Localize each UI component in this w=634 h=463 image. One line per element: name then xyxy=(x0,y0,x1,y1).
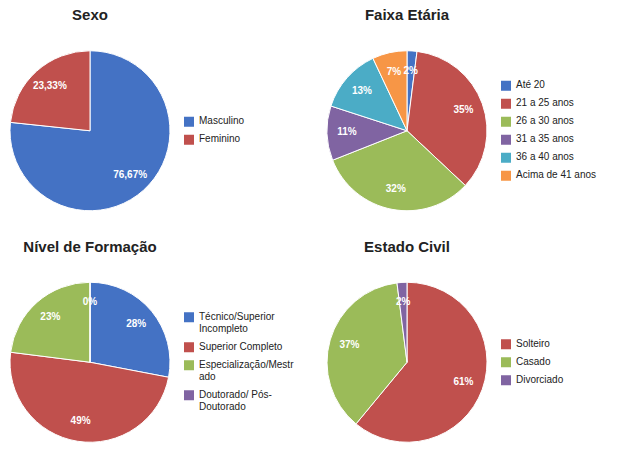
legend-swatch xyxy=(184,360,194,370)
legend-label: Feminino xyxy=(199,133,241,144)
pie-slice xyxy=(327,283,407,424)
legend-label: Até 20 xyxy=(516,79,545,90)
pie-slice xyxy=(10,51,90,131)
data-label: 2% xyxy=(404,65,419,76)
legend-swatch xyxy=(184,117,194,127)
data-label: 35% xyxy=(453,104,473,115)
data-label: 11% xyxy=(337,126,357,137)
legend-swatch xyxy=(184,312,194,322)
legend: Solteiro Casado Divorciado xyxy=(501,338,564,385)
data-labels: 2% 35% 32% 11% 13% 7% xyxy=(337,65,473,195)
legend-swatch xyxy=(184,135,194,145)
pie xyxy=(10,282,170,442)
legend-label: Masculino xyxy=(199,115,244,126)
legend-label: 26 a 30 anos xyxy=(516,115,574,126)
legend-item: 31 a 35 anos xyxy=(501,133,574,144)
data-label: 49% xyxy=(71,415,91,426)
chart-title: Estado Civil xyxy=(364,238,450,255)
legend-label: Acima de 41 anos xyxy=(516,169,596,180)
panel: Faixa Etária 2% 35% 32% 11% 13% 7% Até 20 21 a 2… xyxy=(327,6,596,211)
legend-item: Solteiro xyxy=(501,338,550,349)
pie-slice xyxy=(90,282,170,377)
legend-label: 36 a 40 anos xyxy=(516,151,574,162)
legend-label: Divorciado xyxy=(516,374,564,385)
legend-item: Técnico/SuperiorIncompleto xyxy=(184,311,275,334)
pie-slice xyxy=(10,352,169,442)
legend-item: Até 20 xyxy=(501,79,545,90)
data-label: 37% xyxy=(339,339,359,350)
legend-item: Feminino xyxy=(184,133,241,144)
legend: Técnico/SuperiorIncompleto Superior Compl… xyxy=(184,311,294,412)
legend-item: 36 a 40 anos xyxy=(501,151,574,162)
legend-swatch xyxy=(501,375,511,385)
data-labels: 76,67% 23,33% xyxy=(33,80,147,180)
legend-swatch xyxy=(501,99,511,109)
legend-swatch xyxy=(501,357,511,367)
pie-slice xyxy=(11,282,90,362)
pie-slice xyxy=(397,282,407,362)
chart-title: Sexo xyxy=(72,6,108,23)
legend: Masculino Feminino xyxy=(184,115,244,144)
legend-item: 21 a 25 anos xyxy=(501,97,574,108)
legend-item: Doutorado/ Pós-Doutorado xyxy=(184,389,272,412)
pie-slice xyxy=(373,51,407,131)
data-label: 7% xyxy=(387,66,402,77)
legend-swatch xyxy=(184,390,194,400)
legend-item: Especialização/Mestrado xyxy=(184,359,294,382)
pie xyxy=(327,282,487,442)
legend: Até 20 21 a 25 anos 26 a 30 anos 31 a 35 an… xyxy=(501,79,596,180)
data-label: 0% xyxy=(83,296,98,307)
data-label: 28% xyxy=(126,318,146,329)
chart-title: Nível de Formação xyxy=(23,238,156,255)
pie-slice xyxy=(90,282,91,362)
legend-label: Casado xyxy=(516,356,551,367)
data-label: 23,33% xyxy=(33,80,67,91)
legend-label: Solteiro xyxy=(516,338,550,349)
data-label: 61% xyxy=(453,376,473,387)
legend-label: Técnico/SuperiorIncompleto xyxy=(199,311,275,334)
data-label: 76,67% xyxy=(113,169,147,180)
legend-swatch xyxy=(501,81,511,91)
panel: Sexo 76,67% 23,33% Masculino Feminino xyxy=(10,6,244,211)
legend-swatch xyxy=(184,342,194,352)
chart-title: Faixa Etária xyxy=(365,6,450,23)
legend-item: Superior Completo xyxy=(184,341,283,352)
legend-item: Acima de 41 anos xyxy=(501,169,596,180)
legend-item: Divorciado xyxy=(501,374,564,385)
legend-swatch xyxy=(501,153,511,163)
data-label: 23% xyxy=(40,311,60,322)
legend-label: Especialização/Mestrado xyxy=(199,359,294,382)
legend-label: Doutorado/ Pós-Doutorado xyxy=(199,389,272,412)
pie xyxy=(327,51,487,211)
legend-swatch xyxy=(501,171,511,181)
data-label: 2% xyxy=(396,296,411,307)
legend-item: Masculino xyxy=(184,115,244,126)
legend-swatch xyxy=(501,117,511,127)
legend-label: 31 a 35 anos xyxy=(516,133,574,144)
legend-swatch xyxy=(501,339,511,349)
panel: Estado Civil 61% 37% 2% Solteiro Casado Divorc… xyxy=(327,238,564,443)
figure: Sexo 76,67% 23,33% Masculino Feminino Faixa E… xyxy=(0,0,634,463)
legend-label: 21 a 25 anos xyxy=(516,97,574,108)
legend-label: Superior Completo xyxy=(199,341,283,352)
data-label: 13% xyxy=(352,85,372,96)
legend-item: Casado xyxy=(501,356,551,367)
legend-swatch xyxy=(501,135,511,145)
data-labels: 28% 49% 23% 0% xyxy=(40,296,146,426)
pie-slice xyxy=(10,51,170,211)
legend-item: 26 a 30 anos xyxy=(501,115,574,126)
data-labels: 61% 37% 2% xyxy=(339,296,473,387)
pie xyxy=(10,51,170,211)
data-label: 32% xyxy=(386,183,406,194)
panel: Nível de Formação 28% 49% 23% 0% Técnico/Supe… xyxy=(10,238,294,443)
